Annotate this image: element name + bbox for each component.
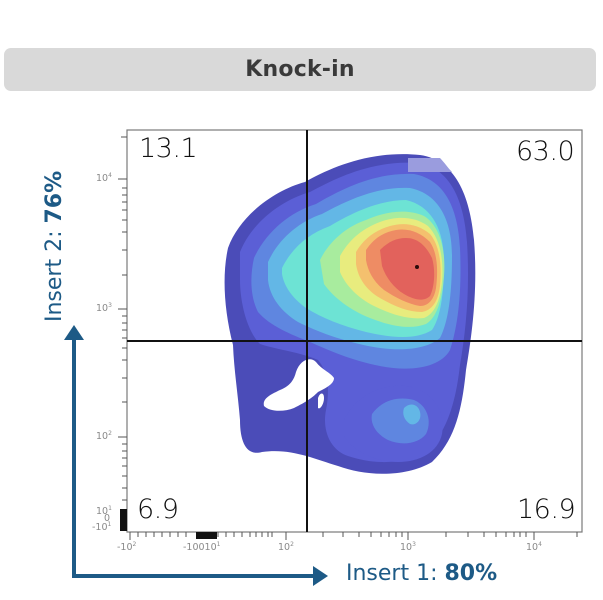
- y-tick-label: 104: [96, 172, 112, 184]
- x-axis-ticks: [129, 532, 578, 540]
- x-tick-label: -102: [117, 541, 137, 553]
- y-axis-ticks: [118, 136, 127, 501]
- chart-title-bar: Knock-in: [4, 48, 596, 91]
- quadrant-upper-left-value: 13.1: [139, 133, 198, 164]
- x-tick-label: 103: [400, 541, 416, 553]
- chart-title: Knock-in: [245, 57, 355, 82]
- y-tick-label: 103: [96, 302, 112, 314]
- y-tick-label: -101: [92, 521, 112, 533]
- x-axis-percentage: 80%: [444, 561, 498, 586]
- y-axis-label: Insert 2: 76%: [42, 170, 67, 322]
- y-axis-percentage: 76%: [42, 170, 67, 224]
- x-axis-zero-region: [196, 532, 217, 539]
- y-tick-label: 102: [96, 430, 112, 442]
- x-tick-label: 102: [278, 541, 294, 553]
- quadrant-lower-right-value: 16.9: [517, 494, 576, 525]
- density-contours: [224, 154, 476, 474]
- x-axis-label: Insert 1: 80%: [346, 561, 498, 586]
- y-axis-arrow: [72, 338, 320, 578]
- axis-arrows: [64, 325, 328, 586]
- quadrant-upper-right-value: 63.0: [516, 136, 575, 167]
- quadrant-lower-left-value: 6.9: [137, 494, 179, 525]
- x-tick-label: 104: [526, 541, 542, 553]
- y-arrow-head-icon: [64, 325, 84, 340]
- y-tick-label: 101: [96, 505, 112, 517]
- x-tick-label: -100101: [183, 541, 221, 553]
- y-tick-label: 0: [104, 513, 111, 524]
- y-axis-zero-region: [120, 509, 127, 531]
- x-arrow-head-icon: [313, 566, 328, 586]
